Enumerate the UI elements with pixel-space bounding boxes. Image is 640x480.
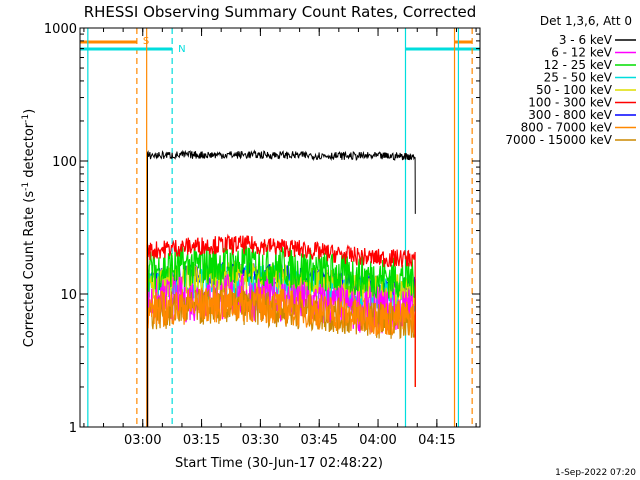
y-axis-label-sup2: -1 xyxy=(21,114,31,123)
plot-area: SN xyxy=(80,28,480,427)
legend-label: 300 - 800 keV xyxy=(528,108,612,122)
chart-title: RHESSI Observing Summary Count Rates, Co… xyxy=(84,3,477,21)
legend-label: 12 - 25 keV xyxy=(544,58,613,72)
y-axis-label-end: ) xyxy=(22,109,37,114)
x-tick-label: 03:45 xyxy=(300,433,337,448)
legend-label: 6 - 12 keV xyxy=(551,46,613,60)
y-axis: 1 10 100 1000 xyxy=(44,22,480,436)
x-tick-label: 03:00 xyxy=(124,433,161,448)
x-tick-label: 03:15 xyxy=(183,433,220,448)
marker-label: N xyxy=(178,44,185,55)
series-line xyxy=(147,149,416,427)
y-axis-label: Corrected Count Rate (s-1 detector-1) xyxy=(21,109,37,347)
x-tick-label: 03:30 xyxy=(242,433,279,448)
legend-label: 3 - 6 keV xyxy=(559,33,613,47)
x-tick-label: 04:00 xyxy=(359,433,396,448)
series-line xyxy=(146,233,416,427)
x-tick-label: 04:15 xyxy=(418,433,455,448)
legend-label: 100 - 300 keV xyxy=(528,96,612,110)
marker-label: S xyxy=(143,36,149,47)
y-tick-label: 1000 xyxy=(44,22,77,37)
y-axis-label-main: Corrected Count Rate (s xyxy=(22,191,37,348)
legend-label: 50 - 100 keV xyxy=(536,83,613,97)
legend-label: 25 - 50 keV xyxy=(544,71,613,85)
y-tick-label: 1 xyxy=(69,421,77,436)
y-axis-label-sup1: -1 xyxy=(21,182,31,191)
y-axis-label-mid: detector xyxy=(22,122,37,182)
x-axis: 03:00 03:15 03:30 03:45 04:00 04:15 xyxy=(83,28,477,448)
legend-label: 7000 - 15000 keV xyxy=(505,133,612,147)
series-line xyxy=(146,285,416,427)
footer-timestamp: 1-Sep-2022 07:20 xyxy=(555,468,636,478)
x-axis-label: Start Time (30-Jun-17 02:48:22) xyxy=(175,456,383,471)
y-tick-label: 100 xyxy=(52,155,77,170)
series-line xyxy=(146,243,416,427)
legend-label: 800 - 7000 keV xyxy=(521,121,613,135)
legend-title: Det 1,3,6, Att 0 xyxy=(540,14,632,28)
y-tick-label: 10 xyxy=(60,288,77,303)
